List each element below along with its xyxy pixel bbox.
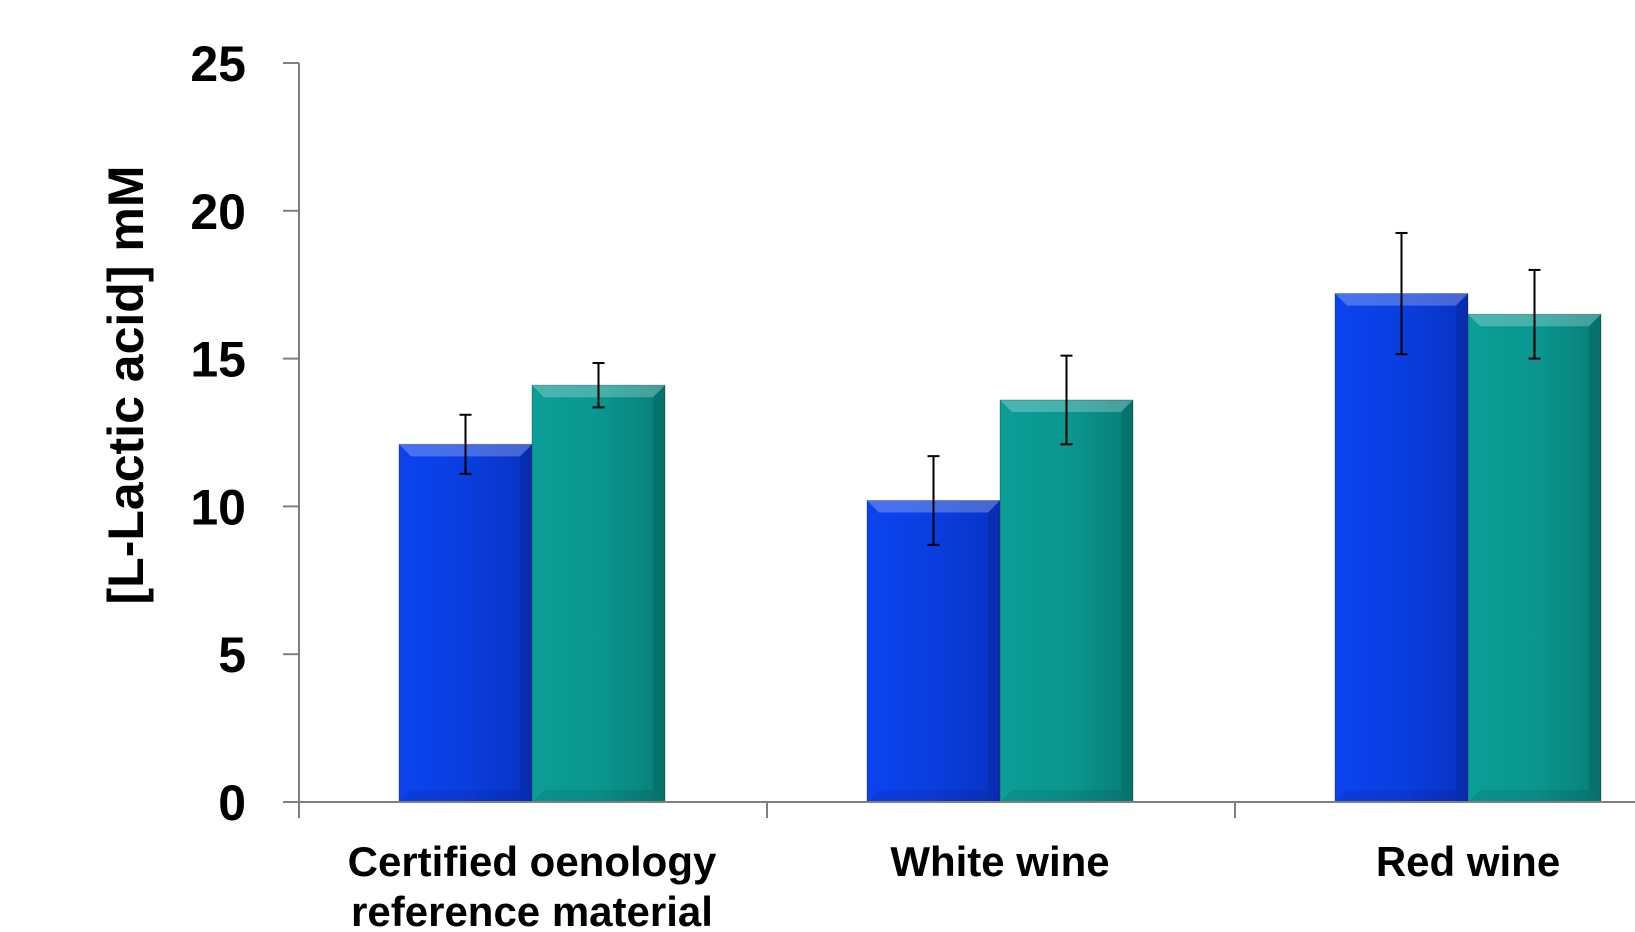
category-label: Red wine — [1376, 838, 1560, 885]
error-bars — [459, 231, 1541, 546]
error-bar — [927, 455, 940, 546]
y-axis-title: [L-Lactic acid] mM — [98, 166, 154, 605]
y-axis-ticks: 0 5 10 15 20 25 — [190, 36, 299, 831]
category-labels: Certified oenology reference material Whit… — [348, 838, 1561, 932]
y-tick-label: 20 — [190, 184, 246, 240]
bar — [866, 499, 1001, 803]
x-axis-ticks — [298, 802, 1236, 818]
category-label: Certified oenology reference material — [348, 838, 717, 932]
error-bar — [592, 362, 605, 409]
y-tick-label: 10 — [190, 479, 246, 535]
error-bar — [1060, 354, 1073, 446]
y-tick-label: 5 — [218, 627, 246, 683]
bar — [398, 443, 533, 803]
bar — [531, 384, 666, 803]
category-label: White wine — [890, 838, 1109, 885]
bar — [1334, 293, 1469, 803]
error-bar — [1395, 231, 1408, 356]
bar — [1467, 313, 1602, 803]
bar — [999, 399, 1134, 803]
y-tick-label: 0 — [218, 775, 246, 831]
y-tick-label: 15 — [190, 332, 246, 388]
error-bar — [1528, 268, 1541, 360]
bars — [398, 293, 1602, 803]
error-bar — [459, 413, 472, 475]
y-tick-label: 25 — [190, 36, 246, 92]
